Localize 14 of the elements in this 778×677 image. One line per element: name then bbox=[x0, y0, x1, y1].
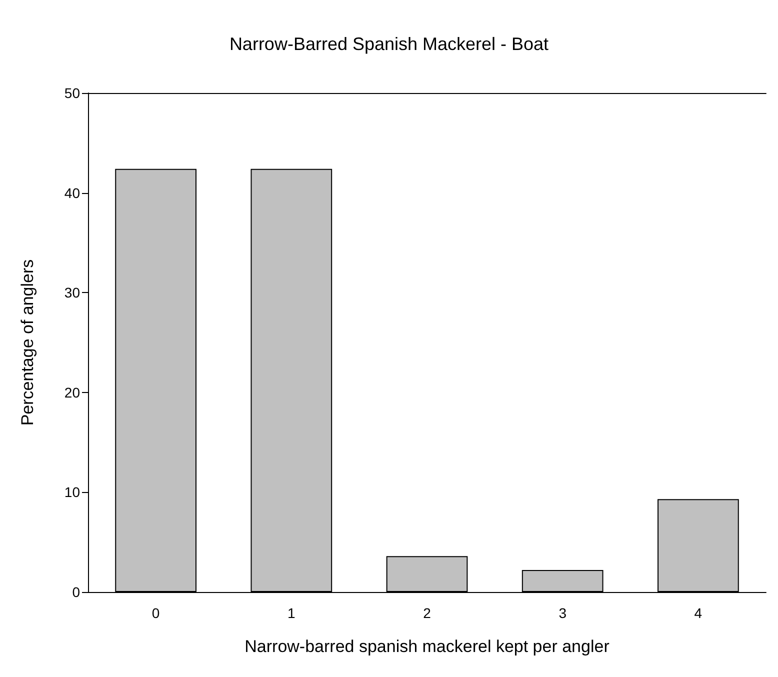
y-tick-label: 10 bbox=[64, 484, 80, 500]
y-axis-title: Percentage of anglers bbox=[18, 259, 37, 426]
x-tick-label: 2 bbox=[423, 605, 432, 621]
y-tick-label: 40 bbox=[64, 184, 80, 201]
y-tick-label: 50 bbox=[64, 85, 80, 101]
y-tick-label: 20 bbox=[64, 384, 80, 400]
y-tick-label: 30 bbox=[64, 284, 80, 301]
x-tick-label: 4 bbox=[694, 605, 702, 621]
x-tick-label: 3 bbox=[558, 605, 567, 621]
x-tick-label: 0 bbox=[152, 605, 160, 621]
x-tick-label: 1 bbox=[288, 605, 296, 621]
x-axis-title: Narrow-barred spanish mackerel kept per angler bbox=[244, 637, 610, 656]
chart-title: Narrow-Barred Spanish Mackerel - Boat bbox=[229, 34, 549, 54]
y-tick-label: 0 bbox=[72, 584, 80, 600]
